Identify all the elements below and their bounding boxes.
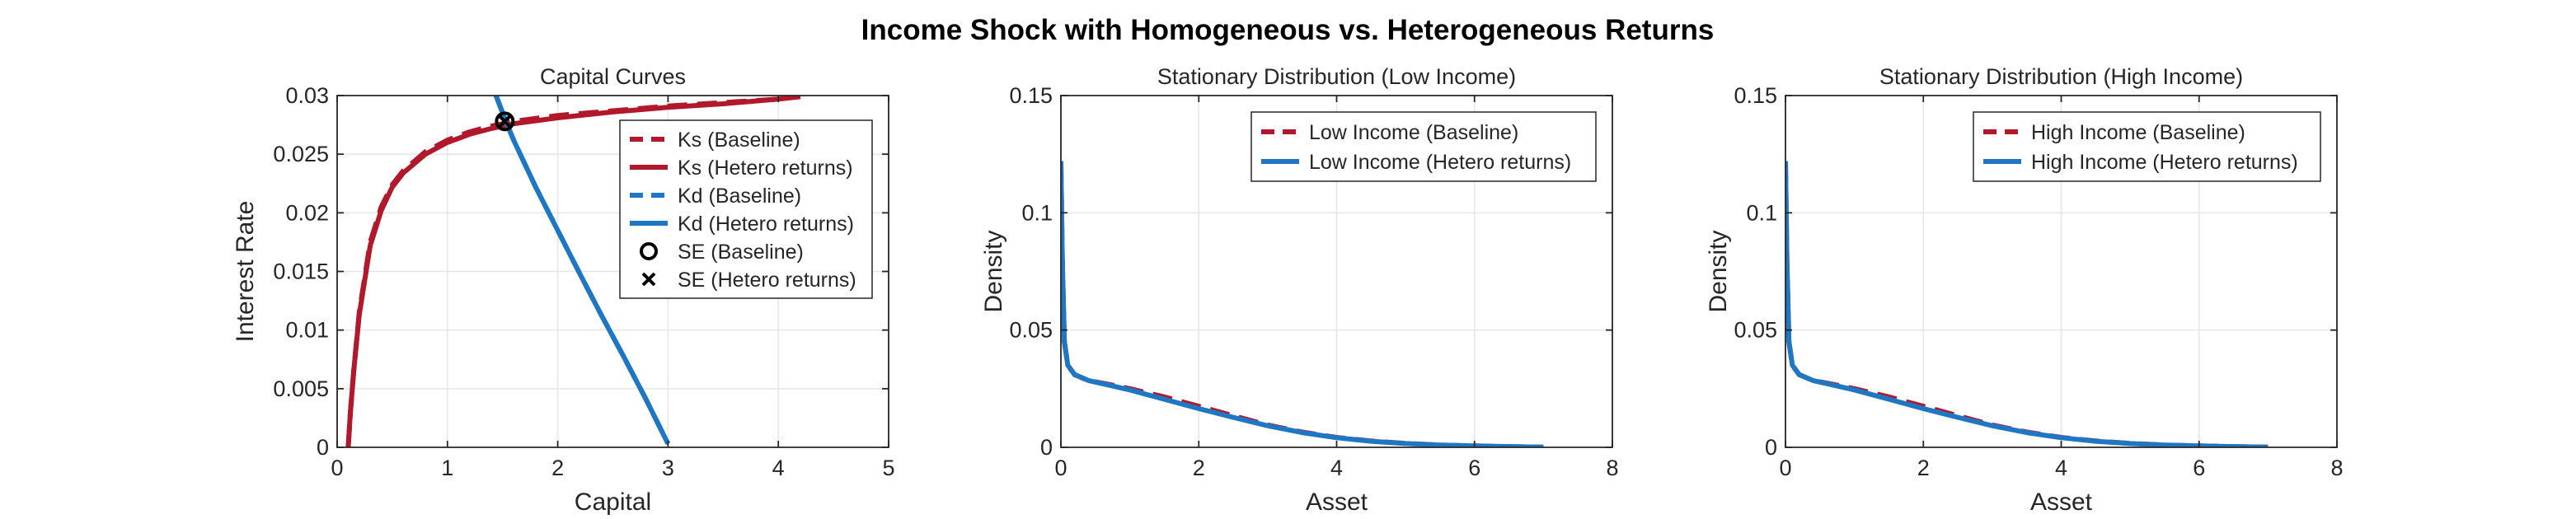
- y-tick-label: 0.03: [285, 83, 329, 108]
- x-tick-label: 0: [331, 456, 343, 480]
- equilibrium-point-x: [496, 113, 513, 129]
- series-line-2: [1061, 161, 1544, 447]
- legend-box: [619, 119, 873, 299]
- series-line-4: [493, 96, 671, 446]
- data-layer: [1061, 161, 1544, 447]
- subplot-title: Stationary Distribution (High Income): [1879, 64, 2243, 89]
- data-layer: [1785, 161, 2269, 447]
- y-tick-label: 0.15: [1009, 83, 1053, 108]
- legend-entry-label: Ks (Baseline): [678, 129, 800, 152]
- x-tick-label: 0: [1054, 456, 1067, 480]
- legend-marker-circle: [640, 242, 658, 260]
- x-axis-label: Asset: [1306, 489, 1368, 515]
- legend: High Income (Baseline) High Income (Heter…: [1973, 111, 2321, 182]
- legend: Ks (Baseline) Ks (Hetero returns) Kd (Base…: [619, 119, 873, 299]
- data-layer: [345, 96, 801, 447]
- y-tick-label: 0.05: [1009, 318, 1053, 343]
- x-tick-label: 8: [1606, 456, 1618, 480]
- y-tick-label: 0.1: [1021, 200, 1053, 225]
- x-tick-label: 5: [882, 456, 894, 480]
- equilibrium-point-circle: [495, 111, 515, 132]
- y-tick-label: 0.02: [285, 200, 329, 225]
- series-line-2: [1785, 161, 2269, 447]
- y-tick-label: 0.015: [273, 260, 329, 284]
- x-axis-label: Capital: [575, 489, 651, 515]
- x-tick-label: 6: [1468, 456, 1480, 480]
- legend-entry-label: Ks (Hetero returns): [678, 157, 853, 180]
- legend-entry-label: Low Income (Baseline): [1309, 121, 1518, 144]
- legend-entry-label: SE (Baseline): [678, 241, 804, 264]
- y-tick-label: 0.025: [273, 142, 329, 166]
- y-axis-label: Density: [980, 230, 1007, 312]
- y-tick-label: 0.005: [273, 376, 329, 401]
- y-tick-label: 0: [1040, 435, 1053, 460]
- figure-title: Income Shock with Homogeneous vs. Hetero…: [861, 14, 1715, 46]
- legend: Low Income (Baseline) Low Income (Hetero …: [1250, 111, 1597, 182]
- legend-box: [1250, 111, 1597, 182]
- y-axis-label: Interest Rate: [232, 201, 259, 343]
- x-tick-label: 8: [2330, 456, 2343, 480]
- y-tick-label: 0.01: [285, 318, 329, 343]
- y-tick-label: 0: [317, 435, 329, 460]
- legend-entry-label: Kd (Baseline): [678, 185, 801, 208]
- x-tick-label: 6: [2193, 456, 2205, 480]
- legend-entry-label: SE (Hetero returns): [678, 269, 856, 292]
- legend-box: [1973, 111, 2321, 182]
- subplot-1: 0 1 2 3 4 5 0 0.005 0.01 0.015 0.02 0.025 0.03 Capita…: [232, 64, 895, 516]
- x-tick-label: 2: [1193, 456, 1205, 480]
- legend-entry-label: High Income (Baseline): [2031, 121, 2245, 144]
- subplot-3: 0 2 4 6 8 0 0.05 0.1 0.15 Stationary Distribution…: [1705, 64, 2344, 516]
- x-tick-label: 0: [1779, 456, 1791, 480]
- legend-entry-label: High Income (Hetero returns): [2031, 151, 2298, 174]
- legend-entry-label: Low Income (Hetero returns): [1309, 151, 1571, 174]
- legend-entry-label: Kd (Hetero returns): [678, 213, 854, 236]
- x-tick-label: 1: [441, 456, 453, 480]
- x-tick-label: 4: [1330, 456, 1343, 480]
- x-tick-label: 4: [2055, 456, 2067, 480]
- subplot-2: 0 2 4 6 8 0 0.05 0.1 0.15 Stationary Distribution…: [980, 64, 1619, 516]
- x-tick-label: 4: [772, 456, 785, 480]
- y-tick-label: 0.1: [1746, 200, 1777, 225]
- x-tick-label: 3: [662, 456, 674, 480]
- legend-marker-x: [641, 272, 656, 287]
- x-tick-label: 2: [1917, 456, 1930, 480]
- y-tick-label: 0.05: [1734, 318, 1777, 343]
- x-axis-label: Asset: [2030, 489, 2093, 515]
- x-tick-label: 2: [551, 456, 564, 480]
- subplot-title: Stationary Distribution (Low Income): [1157, 64, 1516, 89]
- y-tick-label: 0: [1765, 435, 1777, 460]
- series-line-2: [345, 96, 801, 447]
- y-axis-label: Density: [1705, 230, 1732, 312]
- y-tick-label: 0.15: [1734, 83, 1777, 108]
- subplot-title: Capital Curves: [540, 64, 686, 89]
